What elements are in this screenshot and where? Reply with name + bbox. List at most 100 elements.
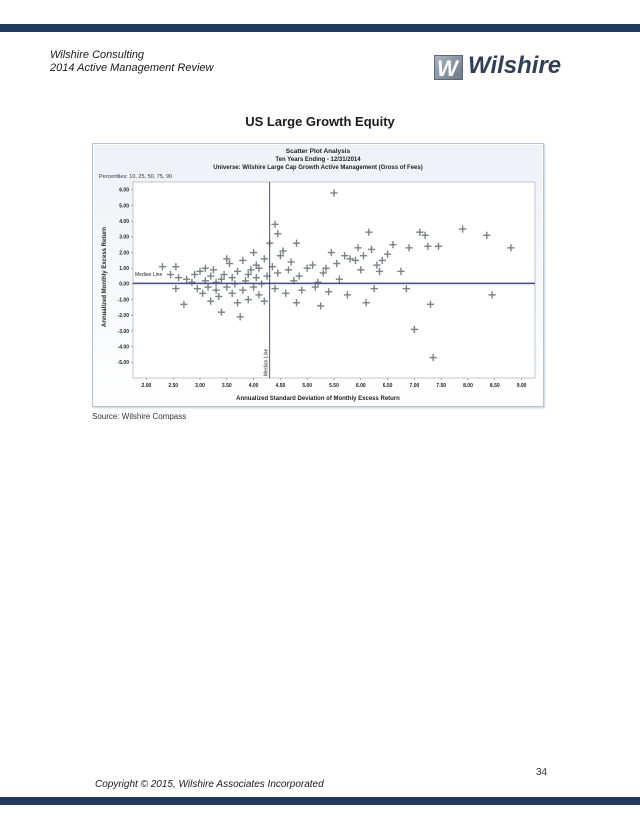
x-tick-label: 3.50 — [222, 383, 232, 389]
y-axis-label: Annualized Monthly Excess Return — [102, 227, 108, 327]
scatter-point — [236, 313, 244, 321]
percentiles-note: Percentiles: 10, 25, 50, 75, 90 — [99, 174, 172, 180]
scatter-point — [247, 266, 255, 274]
scatter-point — [314, 278, 322, 286]
scatter-point — [335, 275, 343, 283]
scatter-point — [209, 266, 217, 274]
scatter-point — [191, 270, 199, 279]
chart-title: Scatter Plot Analysis — [286, 148, 351, 155]
scatter-point — [373, 261, 381, 269]
scatter-point — [397, 267, 405, 275]
scatter-point — [158, 263, 167, 271]
scatter-point — [183, 275, 191, 283]
x-tick-label: 7.00 — [410, 383, 420, 389]
scatter-point — [166, 270, 175, 279]
scatter-point — [212, 286, 220, 294]
scatter-point — [426, 300, 435, 308]
scatter-point — [327, 248, 335, 257]
scatter-point — [354, 244, 362, 252]
scatter-point — [434, 242, 443, 250]
scatter-point — [292, 299, 301, 307]
y-tick-label: 5.00 — [119, 203, 129, 209]
scatter-point — [188, 278, 196, 286]
header-company: Wilshire Consulting — [50, 49, 145, 61]
scatter-point — [274, 269, 282, 277]
source-note: Source: Wilshire Compass — [92, 412, 187, 421]
scatter-point — [217, 275, 226, 283]
scatter-point — [303, 264, 311, 272]
scatter-point — [276, 252, 284, 260]
chart-subtitle-universe: Universe: Wilshire Large Cap Growth Acti… — [213, 165, 422, 171]
x-tick-label: 8.50 — [490, 383, 500, 389]
x-tick-label: 8.00 — [463, 383, 473, 389]
scatter-point — [260, 255, 268, 263]
chart-subtitle-period: Ten Years Ending - 12/31/2014 — [275, 157, 361, 163]
page-number: 34 — [536, 767, 548, 778]
scatter-point — [250, 283, 258, 291]
scatter-point — [421, 231, 429, 239]
median-line-horizontal-label: Median Line — [135, 272, 162, 278]
scatter-point — [459, 225, 467, 233]
scatter-point — [217, 308, 226, 316]
scatter-point — [389, 241, 397, 249]
scatter-point — [325, 288, 333, 296]
scatter-point — [239, 256, 247, 264]
scatter-point — [271, 285, 279, 293]
scatter-point — [180, 300, 188, 308]
x-tick-label: 5.00 — [302, 383, 312, 389]
scatter-point — [343, 291, 351, 299]
copyright-notice: Copyright © 2015, Wilshire Associates In… — [95, 779, 324, 790]
y-tick-label: 6.00 — [119, 188, 129, 194]
scatter-point — [405, 244, 413, 252]
scatter-point — [410, 325, 418, 333]
scatter-point — [271, 220, 279, 228]
scatter-point — [204, 283, 212, 291]
scatter-point — [212, 278, 220, 286]
page-title: US Large Growth Equity — [245, 114, 395, 129]
logo-mark-icon: W — [434, 55, 463, 81]
scatter-point — [287, 258, 295, 266]
scatter-point — [375, 267, 384, 275]
y-tick-label: -5.00 — [118, 360, 130, 366]
scatter-point — [351, 256, 360, 264]
x-tick-label: 7.50 — [436, 383, 446, 389]
scatter-point — [311, 283, 319, 291]
y-tick-label: 1.00 — [119, 266, 129, 272]
scatter-point — [367, 245, 376, 254]
scatter-point — [201, 264, 209, 272]
scatter-point — [298, 286, 306, 294]
scatter-point — [322, 264, 330, 272]
x-tick-label: 2.50 — [168, 383, 178, 389]
scatter-point — [231, 280, 239, 288]
scatter-point — [378, 256, 386, 264]
y-tick-label: -2.00 — [118, 313, 130, 319]
x-tick-label: 4.50 — [276, 383, 286, 389]
scatter-point — [207, 297, 215, 305]
y-tick-label: 0.00 — [119, 282, 129, 288]
scatter-point — [225, 259, 234, 268]
scatter-point — [384, 250, 392, 258]
scatter-point — [507, 244, 515, 252]
scatter-point — [346, 255, 354, 263]
scatter-point — [174, 274, 183, 282]
x-axis-ticks: 2.00 2.50 3.00 3.50 4.00 4.50 5.00 5.50 6.00 6.50… — [142, 378, 527, 389]
scatter-point — [483, 231, 491, 239]
scatter-point — [416, 228, 424, 236]
scatter-point — [319, 269, 327, 277]
y-tick-label: 2.00 — [119, 250, 129, 256]
y-tick-label: -3.00 — [118, 329, 130, 335]
scatter-point — [239, 286, 247, 294]
scatter-point — [317, 302, 325, 310]
scatter-point — [199, 289, 207, 297]
scatter-point — [223, 255, 231, 263]
scatter-point — [193, 285, 201, 293]
scatter-point — [402, 285, 410, 293]
scatter-point — [172, 263, 180, 271]
scatter-point — [228, 289, 236, 297]
scatter-point — [250, 248, 258, 257]
x-tick-label: 2.00 — [142, 383, 152, 389]
scatter-point — [196, 267, 204, 275]
plot-area — [132, 181, 536, 379]
x-tick-label: 6.00 — [356, 383, 366, 389]
scatter-point — [215, 292, 223, 301]
